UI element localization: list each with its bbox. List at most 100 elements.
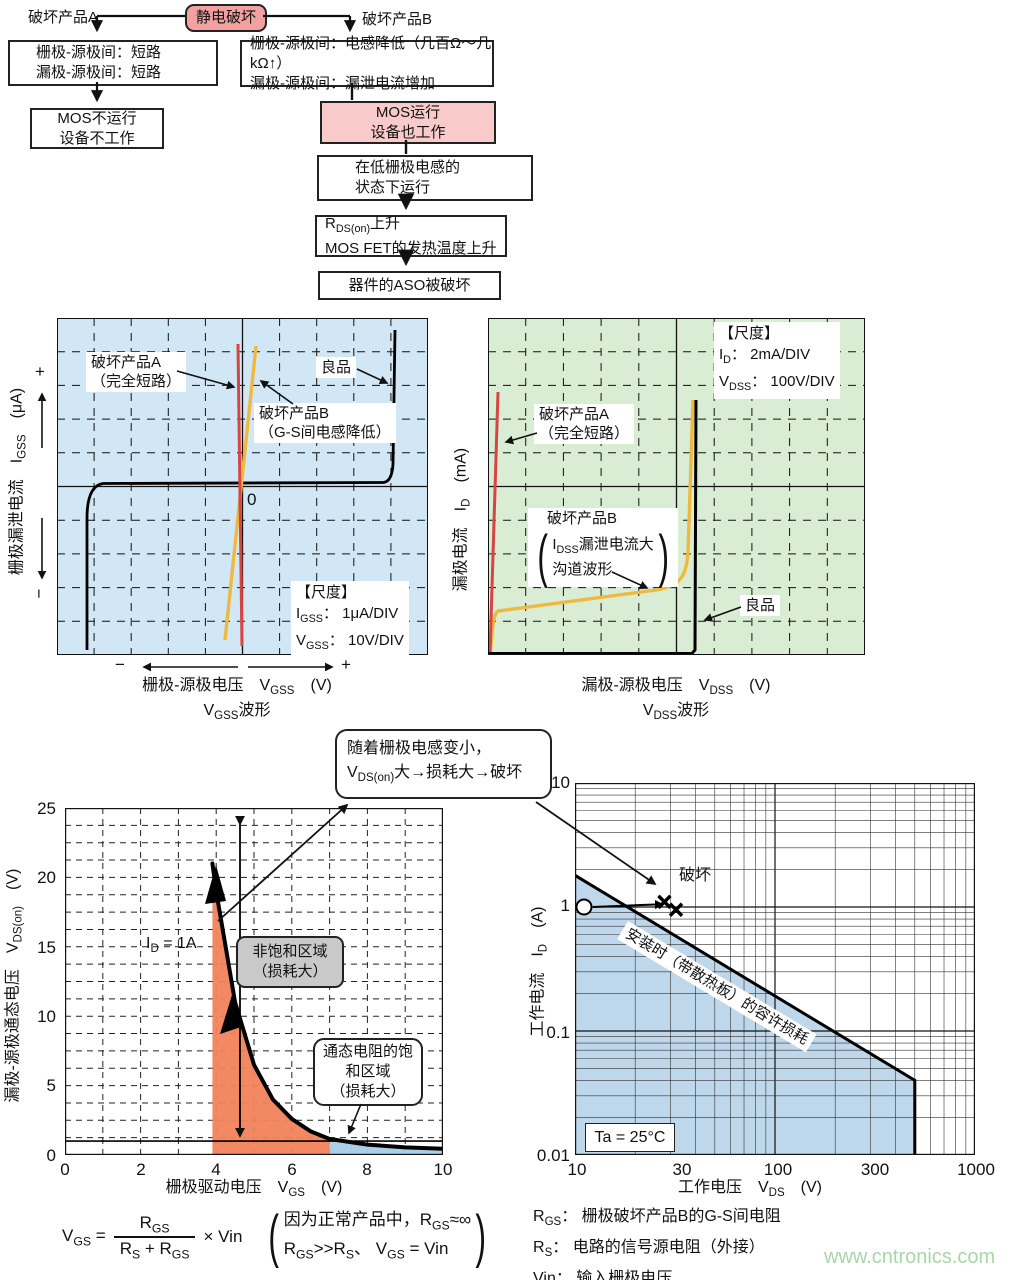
dss-label-b-close-paren: ) [658,524,669,589]
flow-box-a2-line2: 设备不工作 [59,129,135,147]
gss-y-axis-title: 栅极漏泄电流 IGSS (μA) [8,387,29,576]
aso-ytick-10: 10 [551,773,570,792]
vgs-ytick-25: 25 [37,799,56,818]
aso-ta-condition-box: Ta = 25°C [585,1123,675,1152]
aso-xtick-10: 10 [567,1160,587,1179]
legend-notes: RGS： 栅极破坏产品B的G-S间电阻 RS： 电路的信号源电阻（外接） Vin… [533,1204,781,1280]
aso-ytick-0p01: 0.01 [536,1146,570,1165]
dss-label-product-a-line1: 破坏产品A [539,406,610,423]
gss-scale-title: 【尺度】 [296,584,357,601]
flow-box-b5: 器件的ASO被破坏 [318,271,501,300]
formula-multiplier: × Vin [203,1227,243,1247]
branch-a-label: 破坏产品A [28,9,99,26]
formula-close-paren: ) [475,1204,487,1270]
saturation-region-label: 通态电阻的饱 和区域 （损耗大） [313,1038,423,1106]
dss-scale-box: 【尺度】 ID： 2mA/DIV VDSS： 100V/DIV [714,322,840,399]
formula-open-paren: ( [268,1204,280,1270]
aso-ta-text: Ta = 25°C [594,1128,666,1146]
formula-fraction: RGS RS + RGS [113,1213,196,1262]
dss-scale-title: 【尺度】 [719,325,780,342]
flow-box-b3-line2: 状态下运行 [355,179,431,196]
gss-x-axis-title: 栅极-源极电压 VGSS (V) [142,677,332,698]
branch-b-label: 破坏产品B [362,11,433,28]
flow-box-a1-line2: 漏极-源极间：短路 [36,64,161,81]
trace-good-dss [488,399,698,655]
dss-caption: VDSS波形 [642,702,710,723]
dss-label-product-a: 破坏产品A （完全短路） [534,404,635,444]
flow-box-b4-line1: RDS(on)上升 [325,214,401,235]
inductance-callout: 随着栅极电感变小， VDS(on)大→损耗大→破坏 [335,729,552,799]
gss-y-plus: + [35,362,45,381]
gss-origin-label: 0 [247,490,257,509]
vgs-xtick-4: 4 [211,1160,221,1179]
curve-arrowhead-mid [220,995,241,1034]
trace-product-a-dss [488,391,500,654]
aso-xtick-300: 300 [860,1160,890,1179]
aso-y-axis-title: 工作电流 ID (A) [529,906,550,1037]
gss-label-product-a: 破坏产品A （完全短路） [86,352,187,392]
flow-box-b1-line2: 漏极-源极间：漏泄电流增加 [250,74,435,92]
gss-scale-line2: VGSS： 10V/DIV [296,632,404,652]
formula-denominator: RS + RGS [113,1236,196,1262]
vgs-x-axis-title: 栅极驱动电压 VGS (V) [165,1179,343,1200]
flow-box-a1-line1: 栅极-源极间：短路 [36,44,161,61]
dss-label-product-b: 破坏产品B ( IDSS漏泄电流大 沟道波形 ) [528,508,679,589]
note-rs: RS： 电路的信号源电阻（外接） [533,1239,765,1260]
sat-line1: 通态电阻的饱 [322,1043,413,1060]
aso-x-axis-title: 工作电压 VDS (V) [677,1179,823,1200]
flow-box-b1-line1: 栅极-源极间：电感降低（几百Ω～几kΩ↑） [250,34,492,72]
watermark: www.cntronics.com [824,1246,996,1268]
nonsaturation-region-label: 非饱和区域 （损耗大） [236,936,344,988]
vgs-ytick-5: 5 [46,1076,56,1095]
flow-box-b3: 在低栅极电感的 状态下运行 [317,155,533,201]
vgs-xtick-0: 0 [60,1160,70,1179]
aso-allowable-loss-chart [575,783,975,1155]
gss-scale-line1: IGSS： 1μA/DIV [296,605,399,625]
gss-label-product-b: 破坏产品B （G-S间电感降低） [254,403,396,443]
vgs-xtick-10: 10 [433,1160,453,1179]
note-rgs: RGS： 栅极破坏产品B的G-S间电阻 [533,1208,781,1229]
gss-y-minus: − [29,588,49,599]
dss-label-b-open-paren: ( [537,524,548,589]
gss-caption: VGSS波形 [203,702,271,723]
sat-line2: 和区域 [345,1063,391,1080]
vgs-ytick-0: 0 [46,1146,56,1165]
flow-box-b1: 栅极-源极间：电感降低（几百Ω～几kΩ↑） 漏极-源极间：漏泄电流增加 [240,35,494,92]
flow-box-b2-line1: MOS运行 [375,103,441,121]
vgs-id-condition-label: ID = 1A [146,935,197,956]
gss-label-product-b-line2: （G-S间电感降低） [259,424,391,441]
dss-scale-line2: VDSS： 100V/DIV [719,373,835,393]
gss-label-good: 良品 [316,357,357,378]
dss-label-product-b-line3: 沟道波形 [552,561,613,578]
callout-line1: 随着栅极电感变小， [347,740,492,758]
flow-box-b2: MOS运行 设备也工作 [320,101,496,144]
flow-box-a2-line1: MOS不运行 [57,109,137,127]
aso-break-label: 破坏 [679,867,712,884]
dss-y-axis-title: 漏极电流 ID (mA) [452,447,473,592]
flow-root-text: 静电破坏 [195,9,256,26]
flow-box-b5-text: 器件的ASO被破坏 [348,276,471,294]
dss-label-product-b-line1: 破坏产品B [547,510,618,527]
vgs-xtick-2: 2 [136,1160,146,1179]
flow-root-box: 静电破坏 [185,4,267,32]
callout-line2: VDS(on)大→损耗大→破坏 [347,764,523,785]
dss-label-product-b-line2: IDSS漏泄电流大 [552,536,654,556]
flow-box-b3-line1: 在低栅极电感的 [355,159,461,176]
vgs-ytick-15: 15 [37,938,56,957]
vgs-xtick-6: 6 [287,1160,297,1179]
dss-scale-line1: ID： 2mA/DIV [719,346,811,366]
aso-ytick-1: 1 [560,896,570,915]
formula-numerator: RGS [139,1213,170,1236]
nonsat-line1: 非饱和区域 [252,943,328,960]
gss-scale-box: 【尺度】 IGSS： 1μA/DIV VGSS： 10V/DIV [291,581,409,658]
flow-box-a2: MOS不运行 设备不工作 [30,108,164,149]
gss-label-product-a-line1: 破坏产品A [91,354,162,371]
nonsat-line2: （损耗大） [252,963,328,980]
aso-ytick-0p1: 0.1 [546,1023,570,1042]
vgs-ytick-10: 10 [37,1007,56,1026]
gss-label-product-a-line2: （完全短路） [91,373,182,390]
aso-xtick-30: 30 [672,1160,692,1179]
formula-lhs: VGS = [62,1226,106,1249]
note-vin: Vin： 输入栅极电压 [533,1270,673,1280]
